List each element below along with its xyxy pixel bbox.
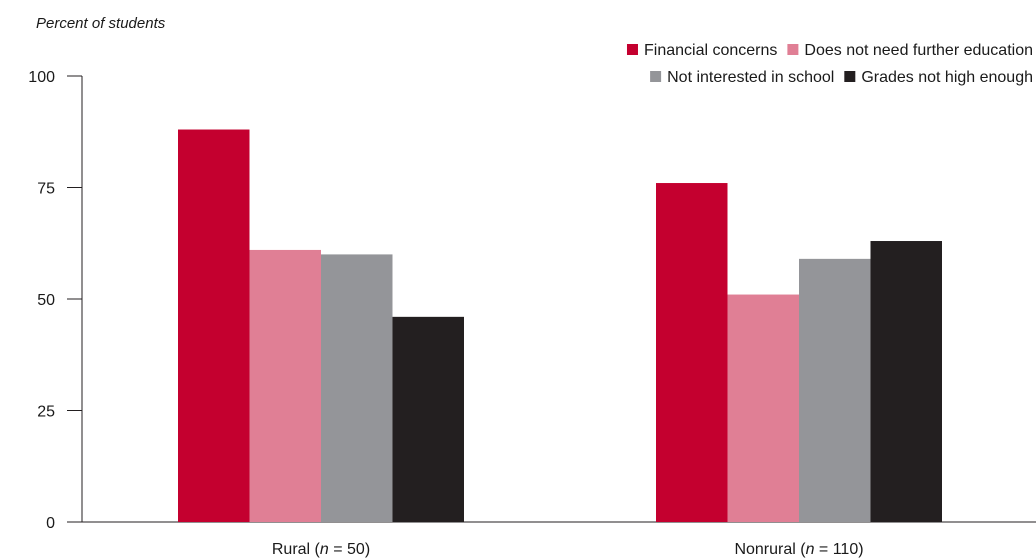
bar-grades-not-high-enough-nonrural <box>870 241 942 522</box>
legend-swatch <box>787 44 799 55</box>
category-n-open: ( <box>315 541 321 558</box>
category-label: Nonrural (n = 110) <box>734 541 863 558</box>
legend-label: Not interested in school <box>667 69 834 86</box>
bar-not-interested-in-school-nonrural <box>799 258 871 522</box>
legend-swatch <box>626 44 638 55</box>
category-labels: Rural (n = 50) Nonrural (n = 110) <box>272 541 864 558</box>
legend-label: Grades not high enough <box>861 69 1033 86</box>
y-axis-title: Percent of students <box>36 15 166 32</box>
legend-item: Not interested in school <box>650 69 834 86</box>
bar-financial-concerns-rural <box>178 129 250 522</box>
legend-label: Does not need further education <box>804 42 1033 59</box>
category-n-var: n <box>806 541 815 558</box>
bar-does-not-need-further-education-nonrural <box>727 294 799 522</box>
category-n-open: ( <box>800 541 806 558</box>
bar-does-not-need-further-education-rural <box>249 249 321 522</box>
category-label: Rural (n = 50) <box>272 541 370 558</box>
legend-swatch <box>650 71 662 82</box>
category-name: Rural <box>272 541 315 558</box>
y-tick-label: 0 <box>46 515 55 532</box>
bar-grades-not-high-enough-rural <box>392 316 464 522</box>
legend-swatch <box>844 71 856 82</box>
legend-item: Grades not high enough <box>844 69 1033 86</box>
bar-not-interested-in-school-rural <box>321 254 393 522</box>
category-n-var: n <box>320 541 329 558</box>
category-n-value: = 50) <box>329 541 370 558</box>
category-n-value: = 110) <box>814 541 863 558</box>
bar-financial-concerns-nonrural <box>656 183 728 523</box>
legend: Financial concerns Does not need further … <box>626 42 1033 86</box>
category-name: Nonrural <box>734 541 800 558</box>
legend-item: Financial concerns <box>626 42 777 59</box>
y-ticks: 0 25 50 75 100 <box>28 69 82 532</box>
y-tick-label: 100 <box>28 69 55 86</box>
legend-item: Does not need further education <box>787 42 1033 59</box>
y-tick-label: 25 <box>37 404 55 421</box>
y-tick-label: 75 <box>37 181 55 198</box>
y-tick-label: 50 <box>37 292 55 309</box>
bars <box>178 129 942 523</box>
legend-label: Financial concerns <box>644 42 777 59</box>
